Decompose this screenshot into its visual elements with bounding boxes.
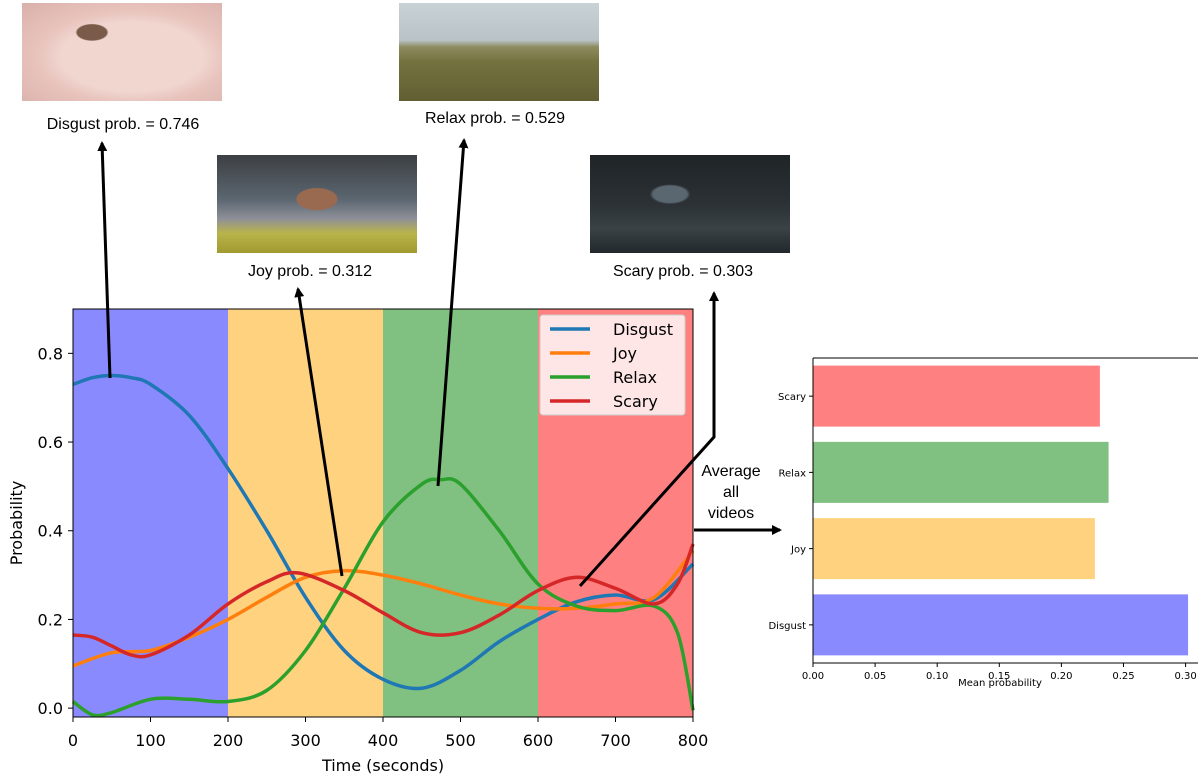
bar-x-tick-label: 0.00 bbox=[802, 671, 824, 682]
joy-caption: Joy prob. = 0.312 bbox=[247, 263, 373, 280]
legend-label-relax: Relax bbox=[613, 368, 657, 387]
bar-disgust bbox=[813, 594, 1189, 656]
x-tick-label: 500 bbox=[445, 731, 476, 750]
bar-x-tick-label: 0.20 bbox=[1050, 671, 1072, 682]
bar-x-tick-label: 0.05 bbox=[864, 671, 886, 682]
bar-joy bbox=[813, 518, 1095, 580]
arrow-joy bbox=[294, 287, 344, 577]
band-relax bbox=[383, 309, 538, 717]
disgust-thumbnail bbox=[22, 3, 222, 101]
bar-relax bbox=[813, 441, 1109, 503]
mean-bar-chart: 0.00 0.05 0.10 0.15 0.20 0.25 0.30 Disgust Joy R… bbox=[768, 357, 1198, 689]
arrow-relax bbox=[436, 138, 469, 487]
x-tick-label: 100 bbox=[135, 731, 166, 750]
plot-frame bbox=[72, 308, 694, 718]
x-tick-label: 700 bbox=[600, 731, 631, 750]
bar-category-label: Scary bbox=[778, 392, 806, 403]
bar-category-label: Relax bbox=[779, 468, 807, 479]
arrow-scary bbox=[578, 291, 719, 588]
bar-category-label: Joy bbox=[790, 545, 806, 556]
bar-x-tick-label: 0.10 bbox=[926, 671, 948, 682]
arrow-disgust bbox=[97, 141, 112, 379]
y-axis-label: Probability bbox=[7, 481, 26, 566]
disgust-caption: Disgust prob. = 0.746 bbox=[46, 116, 200, 133]
y-tick-label: 0.2 bbox=[38, 610, 63, 629]
bar-x-tick-label: 0.15 bbox=[988, 671, 1010, 682]
legend-label-joy: Joy bbox=[612, 344, 637, 363]
average-label-line-1: Average bbox=[701, 463, 761, 480]
x-tick-label: 0 bbox=[68, 731, 78, 750]
bar-x-tick-label: 0.30 bbox=[1174, 671, 1196, 682]
bar-x-axis-label: Mean probability bbox=[958, 678, 1042, 689]
y-tick-label: 0.6 bbox=[38, 433, 63, 452]
legend-box bbox=[539, 314, 686, 416]
x-tick-label: 300 bbox=[290, 731, 321, 750]
bar-scary bbox=[813, 365, 1100, 427]
average-label-line-2: all bbox=[722, 484, 739, 501]
average-all-videos-label: Average all videos bbox=[693, 461, 769, 524]
x-axis-label: Time (seconds) bbox=[321, 756, 444, 775]
series-line-scary bbox=[72, 543, 695, 659]
series-line-disgust bbox=[72, 373, 695, 691]
joy-thumbnail bbox=[217, 155, 417, 253]
bar-x-tick-label: 0.25 bbox=[1112, 671, 1134, 682]
x-tick-label: 600 bbox=[523, 731, 554, 750]
x-tick-label: 400 bbox=[368, 731, 399, 750]
y-tick-label: 0.8 bbox=[38, 344, 63, 363]
legend-label-scary: Scary bbox=[613, 392, 658, 411]
main-line-chart: 0 100 200 300 400 500 600 700 800 0.0 0.2 0.4 0.6 0.… bbox=[7, 308, 709, 775]
relax-thumbnail bbox=[399, 3, 599, 101]
x-tick-label: 800 bbox=[678, 731, 709, 750]
average-label-line-3: videos bbox=[707, 505, 755, 522]
legend: Disgust Joy Relax Scary bbox=[539, 314, 686, 416]
y-tick-label: 0.0 bbox=[38, 699, 63, 718]
y-tick-label: 0.4 bbox=[38, 522, 63, 541]
band-joy bbox=[228, 309, 383, 717]
annotation-arrows bbox=[97, 138, 782, 588]
bar-category-label: Disgust bbox=[768, 621, 806, 632]
bar-axes bbox=[812, 358, 1198, 664]
legend-label-disgust: Disgust bbox=[613, 320, 673, 339]
x-tick-label: 200 bbox=[213, 731, 244, 750]
series-line-relax bbox=[71, 477, 695, 718]
scary-thumbnail bbox=[590, 155, 790, 253]
relax-caption: Relax prob. = 0.529 bbox=[424, 110, 566, 127]
scary-caption: Scary prob. = 0.303 bbox=[612, 263, 754, 280]
